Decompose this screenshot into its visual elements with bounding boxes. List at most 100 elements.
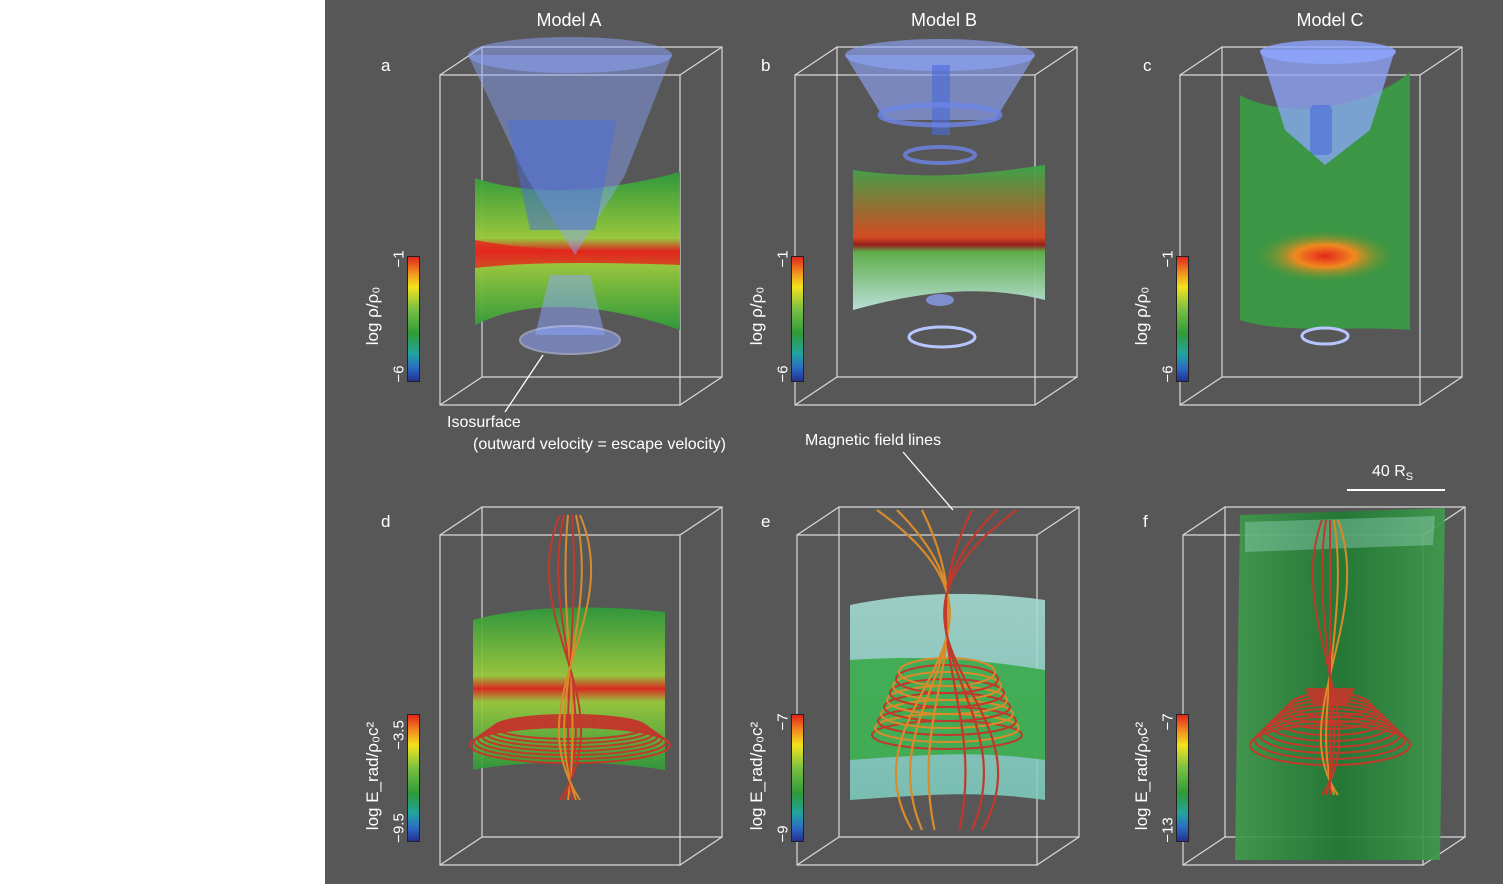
scale-bar-subscript: S bbox=[1405, 471, 1414, 484]
box-edge-d-0 bbox=[439, 506, 483, 536]
isosurface-a-lower bbox=[535, 275, 605, 335]
colorbar-label-e: log E_rad/ρ₀c² bbox=[747, 721, 766, 831]
box-edge-c-0 bbox=[1179, 46, 1223, 76]
overlay-lines bbox=[504, 354, 1445, 511]
box-edge-f-2 bbox=[1422, 836, 1466, 866]
disk-a-midplane bbox=[475, 240, 680, 268]
isosurface-b-stem bbox=[932, 65, 950, 135]
field-line-d-1 bbox=[564, 514, 574, 801]
colorbar-label-a: log ρ/ρ₀ bbox=[363, 286, 382, 346]
field-line-e-1 bbox=[943, 509, 998, 831]
colorbar-c bbox=[1176, 256, 1189, 382]
colorbar-min-a: −6 bbox=[390, 365, 408, 383]
box-edge-f-0 bbox=[1182, 506, 1226, 536]
isosurface-b-ring1 bbox=[877, 102, 1003, 128]
isosurface-b-lower-blob bbox=[926, 294, 954, 306]
field-ring-d-0 bbox=[469, 726, 671, 764]
colorbar-max-f: −7 bbox=[1159, 713, 1177, 731]
colorbar-min-c: −6 bbox=[1159, 365, 1177, 383]
colorbar-max-b: −1 bbox=[774, 250, 792, 268]
magnetic-field-pointer bbox=[902, 451, 954, 511]
box-edge-a-2 bbox=[679, 376, 723, 406]
box-edge-c-1 bbox=[1419, 46, 1463, 76]
box-edge-d-3 bbox=[439, 836, 483, 866]
field-line-e-3 bbox=[944, 509, 973, 831]
magnetic-field-lines-label: Magnetic field lines bbox=[805, 432, 942, 449]
colorbar-d bbox=[407, 714, 420, 842]
isosurface-sublabel: (outward velocity = escape velocity) bbox=[473, 436, 726, 453]
isosurface-a-ring bbox=[519, 325, 621, 355]
panel-letter-a: a bbox=[381, 56, 391, 75]
field-line-e-4 bbox=[876, 509, 951, 831]
field-line-f-3 bbox=[1319, 519, 1349, 796]
disk-b bbox=[853, 165, 1045, 310]
isosurface-a-top bbox=[468, 37, 672, 73]
figure-artwork bbox=[439, 37, 1466, 866]
colorbar-max-d: −3.5 bbox=[390, 720, 408, 750]
field-ring-d-6 bbox=[493, 714, 647, 740]
colorbar-min-e: −9 bbox=[774, 825, 792, 843]
isosurface-pointer bbox=[504, 354, 544, 413]
box-edge-e-2 bbox=[1036, 836, 1080, 866]
isosurface-c-ring bbox=[1300, 326, 1350, 346]
box-edge-d-1 bbox=[679, 506, 723, 536]
simulation-volumes bbox=[468, 37, 1445, 860]
field-ring-d-1 bbox=[473, 724, 667, 760]
colorbar-min-f: −13 bbox=[1159, 817, 1177, 843]
volume-f-top bbox=[1245, 516, 1435, 552]
panel-letter-f: f bbox=[1143, 512, 1148, 531]
box-edge-e-3 bbox=[796, 836, 840, 866]
field-ring-d-5 bbox=[489, 716, 651, 744]
colorbar-min-d: −9.5 bbox=[390, 813, 408, 843]
colorbar-min-b: −6 bbox=[774, 365, 792, 383]
field-line-e-5 bbox=[943, 509, 1018, 831]
isosurface-b-ring2 bbox=[903, 145, 977, 165]
colorbar-max-a: −1 bbox=[390, 250, 408, 268]
colorbar-b bbox=[791, 256, 804, 382]
colorbar-a bbox=[407, 256, 420, 382]
disk-e bbox=[850, 658, 1045, 760]
field-line-e-0 bbox=[896, 509, 951, 831]
box-edge-d-2 bbox=[679, 836, 723, 866]
volume-f bbox=[1235, 508, 1445, 860]
panel-letter-d: d bbox=[381, 512, 391, 531]
box-edge-f-3 bbox=[1182, 836, 1226, 866]
column-title-model-b: Model B bbox=[910, 10, 978, 30]
isosurface-c-core bbox=[1310, 105, 1332, 155]
field-ring-d-3 bbox=[481, 720, 659, 752]
disk-c-core bbox=[1250, 228, 1400, 284]
panel-letter-c: c bbox=[1143, 56, 1152, 75]
box-edge-a-1 bbox=[679, 46, 723, 76]
column-title-model-a: Model A bbox=[536, 10, 602, 30]
scale-bar-value: 40 R bbox=[1372, 463, 1406, 480]
colorbar-f bbox=[1176, 714, 1189, 842]
column-title-model-c: Model C bbox=[1296, 10, 1364, 30]
isosurface-b-top bbox=[845, 39, 1035, 71]
box-edge-b-3 bbox=[794, 376, 838, 406]
colorbar-max-c: −1 bbox=[1159, 250, 1177, 268]
box-edge-b-1 bbox=[1034, 46, 1078, 76]
box-edge-b-2 bbox=[1034, 376, 1078, 406]
isosurface-b-lower-ring bbox=[907, 325, 977, 349]
field-ring-e-6 bbox=[889, 678, 1005, 708]
isosurface-label: Isosurface bbox=[447, 414, 521, 431]
isosurface-c-top bbox=[1260, 40, 1396, 64]
figure: Model A Model B Model C a b c d e f log … bbox=[325, 0, 1503, 884]
box-edge-a-3 bbox=[439, 376, 483, 406]
box-edge-c-3 bbox=[1179, 376, 1223, 406]
field-ring-e-7 bbox=[892, 671, 1002, 701]
field-ring-e-9 bbox=[898, 657, 996, 687]
panel-letter-e: e bbox=[761, 512, 771, 531]
field-line-d-2 bbox=[567, 514, 575, 801]
box-edge-e-0 bbox=[796, 506, 840, 536]
colorbar-label-c: log ρ/ρ₀ bbox=[1132, 286, 1151, 346]
colorbar-max-e: −7 bbox=[774, 713, 792, 731]
isosurface-a-inner bbox=[507, 120, 617, 230]
colorbar-label-d: log E_rad/ρ₀c² bbox=[363, 721, 382, 831]
panel-letter-b: b bbox=[761, 56, 771, 75]
colorbar-e bbox=[791, 714, 804, 842]
field-line-d-4 bbox=[547, 514, 583, 801]
scale-bar-label: 40 RS bbox=[1372, 463, 1413, 483]
field-line-e-2 bbox=[921, 509, 950, 831]
field-ring-d-4 bbox=[485, 718, 655, 748]
